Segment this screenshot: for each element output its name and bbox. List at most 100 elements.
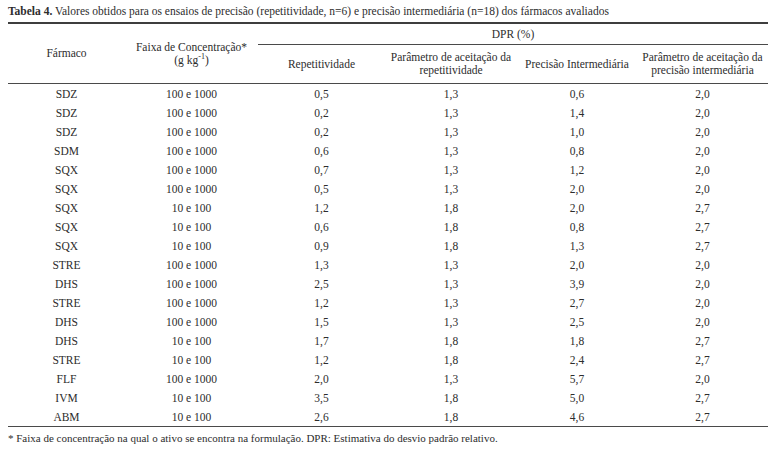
table-row: FLF100 e 10002,01,35,72,0 xyxy=(8,369,768,388)
cell-parametro-repetitividade: 1,3 xyxy=(385,312,517,331)
table-row: STRE10 e 1001,21,82,42,7 xyxy=(8,350,768,369)
cell-repetitividade: 0,2 xyxy=(258,122,385,141)
cell-farmaco: FLF xyxy=(8,369,125,388)
cell-repetitividade: 0,7 xyxy=(258,160,385,179)
cell-precisao-intermediaria: 1,3 xyxy=(517,236,637,255)
table-row: SDZ100 e 10000,21,31,02,0 xyxy=(8,122,768,141)
page: Tabela 4. Valores obtidos para os ensaio… xyxy=(0,0,776,451)
table-row: ABM10 e 1002,61,84,62,7 xyxy=(8,407,768,427)
cell-repetitividade: 0,2 xyxy=(258,103,385,122)
table-row: SQX10 e 1001,21,82,02,7 xyxy=(8,198,768,217)
cell-faixa-concentracao: 100 e 1000 xyxy=(125,293,258,312)
header-faixa-unit-superscript: -1 xyxy=(198,52,205,61)
header-parametro-precisao-intermediaria: Parâmetro de aceitação da precisão inter… xyxy=(637,45,768,84)
cell-parametro-precisao-intermediaria: 2,0 xyxy=(637,122,768,141)
cell-parametro-repetitividade: 1,3 xyxy=(385,293,517,312)
cell-parametro-repetitividade: 1,3 xyxy=(385,255,517,274)
cell-parametro-repetitividade: 1,3 xyxy=(385,160,517,179)
cell-farmaco: STRE xyxy=(8,255,125,274)
cell-faixa-concentracao: 10 e 100 xyxy=(125,236,258,255)
table-row: STRE100 e 10001,31,32,02,0 xyxy=(8,255,768,274)
cell-faixa-concentracao: 100 e 1000 xyxy=(125,274,258,293)
table-row: SQX10 e 1000,61,80,82,7 xyxy=(8,217,768,236)
cell-parametro-repetitividade: 1,8 xyxy=(385,388,517,407)
cell-precisao-intermediaria: 2,7 xyxy=(517,293,637,312)
cell-parametro-repetitividade: 1,8 xyxy=(385,217,517,236)
cell-faixa-concentracao: 100 e 1000 xyxy=(125,141,258,160)
cell-parametro-precisao-intermediaria: 2,7 xyxy=(637,217,768,236)
cell-precisao-intermediaria: 0,6 xyxy=(517,84,637,104)
cell-parametro-precisao-intermediaria: 2,0 xyxy=(637,293,768,312)
cell-faixa-concentracao: 10 e 100 xyxy=(125,198,258,217)
cell-parametro-precisao-intermediaria: 2,7 xyxy=(637,331,768,350)
cell-precisao-intermediaria: 4,6 xyxy=(517,407,637,427)
cell-precisao-intermediaria: 5,7 xyxy=(517,369,637,388)
footnote: * Faixa de concentração na qual o ativo … xyxy=(8,427,768,445)
cell-parametro-precisao-intermediaria: 2,0 xyxy=(637,312,768,331)
cell-farmaco: STRE xyxy=(8,350,125,369)
table-body: SDZ100 e 10000,51,30,62,0SDZ100 e 10000,… xyxy=(8,84,768,427)
cell-parametro-precisao-intermediaria: 2,0 xyxy=(637,369,768,388)
cell-precisao-intermediaria: 2,0 xyxy=(517,198,637,217)
table-row: SQX10 e 1000,91,81,32,7 xyxy=(8,236,768,255)
cell-farmaco: DHS xyxy=(8,274,125,293)
cell-repetitividade: 1,2 xyxy=(258,293,385,312)
table-caption: Tabela 4. Valores obtidos para os ensaio… xyxy=(8,3,768,22)
cell-precisao-intermediaria: 2,4 xyxy=(517,350,637,369)
cell-faixa-concentracao: 10 e 100 xyxy=(125,388,258,407)
cell-farmaco: SDZ xyxy=(8,122,125,141)
cell-faixa-concentracao: 10 e 100 xyxy=(125,217,258,236)
cell-parametro-precisao-intermediaria: 2,0 xyxy=(637,103,768,122)
cell-parametro-repetitividade: 1,3 xyxy=(385,179,517,198)
header-parametro-repetitividade: Parâmetro de aceitação da repetitividade xyxy=(385,45,517,84)
cell-repetitividade: 1,2 xyxy=(258,350,385,369)
cell-farmaco: SQX xyxy=(8,217,125,236)
cell-parametro-precisao-intermediaria: 2,7 xyxy=(637,350,768,369)
cell-faixa-concentracao: 10 e 100 xyxy=(125,407,258,427)
cell-parametro-precisao-intermediaria: 2,0 xyxy=(637,84,768,104)
cell-parametro-precisao-intermediaria: 2,0 xyxy=(637,160,768,179)
header-faixa-unit: (g kg-1) xyxy=(174,54,208,66)
cell-farmaco: SDM xyxy=(8,141,125,160)
cell-precisao-intermediaria: 2,0 xyxy=(517,255,637,274)
cell-faixa-concentracao: 100 e 1000 xyxy=(125,255,258,274)
cell-parametro-repetitividade: 1,8 xyxy=(385,198,517,217)
cell-faixa-concentracao: 100 e 1000 xyxy=(125,179,258,198)
header-precisao-intermediaria: Precisão Intermediária xyxy=(517,45,637,84)
cell-parametro-repetitividade: 1,3 xyxy=(385,274,517,293)
cell-parametro-repetitividade: 1,3 xyxy=(385,103,517,122)
cell-farmaco: SQX xyxy=(8,236,125,255)
cell-farmaco: SQX xyxy=(8,179,125,198)
cell-faixa-concentracao: 100 e 1000 xyxy=(125,122,258,141)
header-faixa-concentracao: Faixa de Concentração*(g kg-1) xyxy=(125,23,258,84)
cell-repetitividade: 0,6 xyxy=(258,217,385,236)
header-dpr-percent: DPR (%) xyxy=(258,23,768,45)
cell-parametro-repetitividade: 1,8 xyxy=(385,236,517,255)
cell-faixa-concentracao: 10 e 100 xyxy=(125,350,258,369)
cell-faixa-concentracao: 100 e 1000 xyxy=(125,103,258,122)
cell-repetitividade: 3,5 xyxy=(258,388,385,407)
cell-farmaco: SDZ xyxy=(8,103,125,122)
cell-farmaco: ABM xyxy=(8,407,125,427)
cell-parametro-repetitividade: 1,3 xyxy=(385,84,517,104)
cell-parametro-precisao-intermediaria: 2,7 xyxy=(637,236,768,255)
table-caption-text: Valores obtidos para os ensaios de preci… xyxy=(52,5,609,17)
cell-parametro-repetitividade: 1,3 xyxy=(385,141,517,160)
cell-parametro-repetitividade: 1,3 xyxy=(385,122,517,141)
cell-precisao-intermediaria: 1,2 xyxy=(517,160,637,179)
table-row: DHS100 e 10001,51,32,52,0 xyxy=(8,312,768,331)
cell-parametro-precisao-intermediaria: 2,7 xyxy=(637,198,768,217)
table-row: STRE100 e 10001,21,32,72,0 xyxy=(8,293,768,312)
table-row: SDZ100 e 10000,51,30,62,0 xyxy=(8,84,768,104)
cell-repetitividade: 1,3 xyxy=(258,255,385,274)
table-row: DHS100 e 10002,51,33,92,0 xyxy=(8,274,768,293)
cell-precisao-intermediaria: 2,5 xyxy=(517,312,637,331)
cell-parametro-precisao-intermediaria: 2,7 xyxy=(637,407,768,427)
cell-farmaco: SQX xyxy=(8,160,125,179)
cell-parametro-repetitividade: 1,8 xyxy=(385,331,517,350)
cell-faixa-concentracao: 100 e 1000 xyxy=(125,160,258,179)
header-farmaco: Fármaco xyxy=(8,23,125,84)
table-row: DHS10 e 1001,71,81,82,7 xyxy=(8,331,768,350)
cell-repetitividade: 2,0 xyxy=(258,369,385,388)
cell-parametro-precisao-intermediaria: 2,7 xyxy=(637,388,768,407)
